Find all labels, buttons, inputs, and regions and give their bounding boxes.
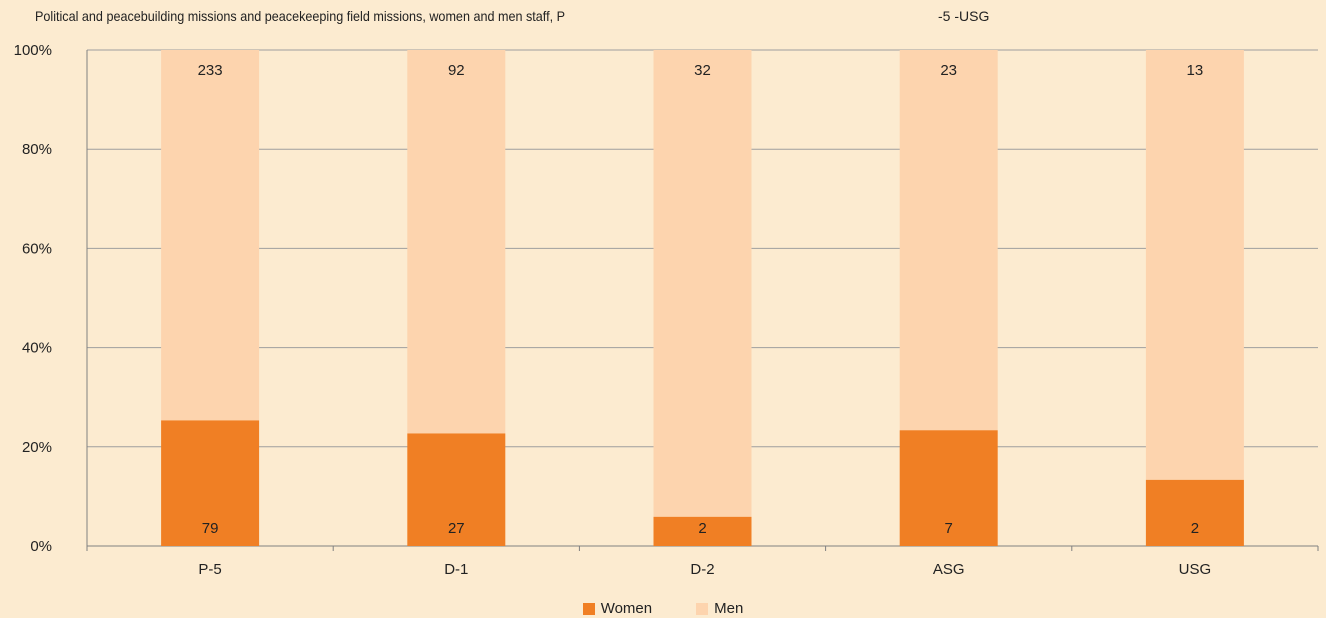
legend-label-women: Women bbox=[600, 600, 653, 617]
data-label-men: 32 bbox=[694, 62, 711, 79]
x-tick-label: ASG bbox=[933, 561, 965, 578]
bar-men-usg bbox=[1145, 50, 1244, 480]
data-label-women: 2 bbox=[1191, 520, 1199, 537]
y-tick-label: 0% bbox=[30, 538, 52, 555]
legend-swatch-men bbox=[696, 602, 709, 615]
y-tick-label: 100% bbox=[14, 42, 52, 59]
bar-women-d-1 bbox=[407, 433, 506, 546]
chart-title: Political and peacebuilding missions and… bbox=[35, 8, 565, 24]
y-tick-label: 60% bbox=[22, 240, 52, 257]
bar-men-d-2 bbox=[653, 50, 752, 517]
bar-women-asg bbox=[899, 430, 998, 546]
data-label-women: 27 bbox=[448, 520, 465, 537]
data-label-women: 2 bbox=[698, 520, 706, 537]
stacked-bar-chart: 0%20%40%60%80%100%23379P-59227D-1322D-22… bbox=[14, 42, 1319, 578]
legend-swatch-women bbox=[582, 602, 595, 615]
data-label-men: 13 bbox=[1187, 62, 1204, 79]
bar-women-usg bbox=[1145, 479, 1244, 546]
x-tick-label: P-5 bbox=[198, 561, 221, 578]
legend: Women Men bbox=[0, 600, 1326, 617]
data-label-men: 92 bbox=[448, 62, 465, 79]
legend-item-women: Women bbox=[582, 600, 653, 617]
data-label-men: 233 bbox=[198, 62, 223, 79]
bar-women-d-2 bbox=[653, 516, 752, 546]
x-tick-label: D-2 bbox=[690, 561, 714, 578]
y-tick-label: 40% bbox=[22, 340, 52, 357]
bar-men-asg bbox=[899, 50, 998, 431]
bar-women-p-5 bbox=[161, 420, 260, 546]
legend-item-men: Men bbox=[696, 600, 743, 617]
x-tick-label: D-1 bbox=[444, 561, 468, 578]
y-tick-label: 80% bbox=[22, 141, 52, 158]
bar-men-d-1 bbox=[407, 50, 506, 434]
chart-title-suffix: -5 -USG bbox=[938, 8, 990, 24]
y-tick-label: 20% bbox=[22, 439, 52, 456]
bar-men-p-5 bbox=[161, 50, 260, 421]
data-label-women: 79 bbox=[202, 520, 219, 537]
legend-label-men: Men bbox=[714, 600, 744, 617]
data-label-men: 23 bbox=[940, 62, 957, 79]
x-tick-label: USG bbox=[1179, 561, 1212, 578]
data-label-women: 7 bbox=[945, 520, 953, 537]
